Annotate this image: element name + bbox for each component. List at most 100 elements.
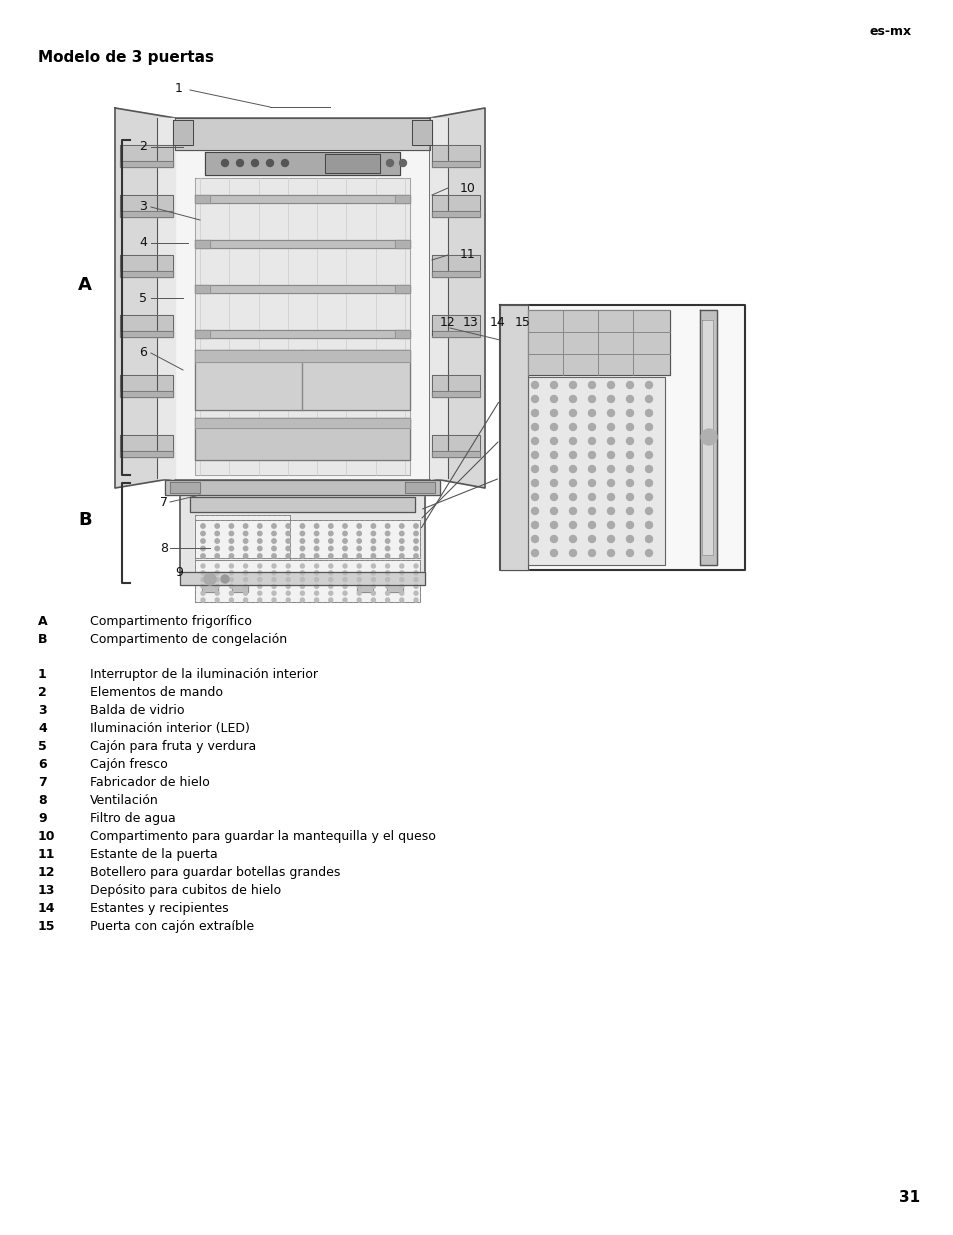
Polygon shape xyxy=(701,320,712,555)
Polygon shape xyxy=(194,240,210,248)
Polygon shape xyxy=(432,391,479,396)
Circle shape xyxy=(200,531,205,536)
Circle shape xyxy=(201,564,205,568)
Circle shape xyxy=(626,410,633,416)
Circle shape xyxy=(399,553,403,558)
Circle shape xyxy=(356,546,361,551)
Circle shape xyxy=(414,578,417,582)
Text: 2: 2 xyxy=(139,141,147,153)
Circle shape xyxy=(588,550,595,557)
Circle shape xyxy=(272,546,276,551)
Circle shape xyxy=(371,578,375,582)
Circle shape xyxy=(214,553,219,558)
Circle shape xyxy=(314,592,318,595)
Circle shape xyxy=(385,546,390,551)
Circle shape xyxy=(286,584,290,588)
Circle shape xyxy=(356,553,361,558)
Circle shape xyxy=(569,395,576,403)
Polygon shape xyxy=(387,585,402,592)
Circle shape xyxy=(356,531,361,536)
Circle shape xyxy=(569,452,576,458)
Polygon shape xyxy=(527,377,664,564)
Circle shape xyxy=(243,578,248,582)
Circle shape xyxy=(314,538,318,543)
Circle shape xyxy=(229,578,233,582)
Text: 15: 15 xyxy=(38,920,55,932)
Polygon shape xyxy=(194,520,419,558)
Polygon shape xyxy=(395,195,410,203)
Circle shape xyxy=(272,578,275,582)
Circle shape xyxy=(286,531,290,536)
Circle shape xyxy=(607,494,614,500)
Circle shape xyxy=(531,466,537,473)
Circle shape xyxy=(607,536,614,542)
Polygon shape xyxy=(432,144,479,167)
Circle shape xyxy=(286,546,290,551)
Text: 5: 5 xyxy=(139,291,147,305)
Polygon shape xyxy=(430,119,448,478)
Polygon shape xyxy=(170,482,200,493)
Circle shape xyxy=(607,521,614,529)
Polygon shape xyxy=(395,285,410,293)
Text: Balda de vidrio: Balda de vidrio xyxy=(90,704,184,718)
Circle shape xyxy=(550,479,557,487)
Circle shape xyxy=(371,564,375,568)
Circle shape xyxy=(414,546,417,551)
Circle shape xyxy=(257,524,262,529)
Circle shape xyxy=(342,546,347,551)
Circle shape xyxy=(399,524,403,529)
Circle shape xyxy=(550,508,557,515)
Circle shape xyxy=(588,424,595,431)
Circle shape xyxy=(414,524,417,529)
Circle shape xyxy=(286,564,290,568)
Polygon shape xyxy=(395,240,410,248)
Circle shape xyxy=(588,536,595,542)
Circle shape xyxy=(243,564,248,568)
Circle shape xyxy=(626,437,633,445)
Text: Compartimento para guardar la mantequilla y el queso: Compartimento para guardar la mantequill… xyxy=(90,830,436,844)
Polygon shape xyxy=(194,285,210,293)
Circle shape xyxy=(531,521,537,529)
Circle shape xyxy=(569,479,576,487)
Circle shape xyxy=(328,531,333,536)
Circle shape xyxy=(588,466,595,473)
Circle shape xyxy=(343,564,347,568)
Text: A: A xyxy=(78,275,91,294)
Circle shape xyxy=(645,536,652,542)
Text: 9: 9 xyxy=(38,811,47,825)
Circle shape xyxy=(385,571,389,574)
Circle shape xyxy=(385,538,390,543)
Polygon shape xyxy=(194,330,410,338)
Polygon shape xyxy=(432,270,479,277)
Text: Depósito para cubitos de hielo: Depósito para cubitos de hielo xyxy=(90,884,281,897)
Circle shape xyxy=(569,410,576,416)
Circle shape xyxy=(257,538,262,543)
Circle shape xyxy=(645,466,652,473)
Circle shape xyxy=(399,592,403,595)
Circle shape xyxy=(569,494,576,500)
Circle shape xyxy=(343,578,347,582)
Text: 15: 15 xyxy=(515,316,530,330)
Text: 10: 10 xyxy=(459,182,476,194)
Circle shape xyxy=(204,573,215,585)
Circle shape xyxy=(201,592,205,595)
Circle shape xyxy=(588,494,595,500)
Circle shape xyxy=(257,531,262,536)
Circle shape xyxy=(569,536,576,542)
Polygon shape xyxy=(194,330,210,338)
Circle shape xyxy=(607,410,614,416)
Circle shape xyxy=(314,564,318,568)
Circle shape xyxy=(215,598,219,601)
Circle shape xyxy=(281,159,288,167)
Circle shape xyxy=(626,452,633,458)
Text: Cajón para fruta y verdura: Cajón para fruta y verdura xyxy=(90,740,256,753)
Circle shape xyxy=(243,571,248,574)
Text: 14: 14 xyxy=(490,316,505,330)
Circle shape xyxy=(607,550,614,557)
Circle shape xyxy=(645,395,652,403)
Circle shape xyxy=(243,592,248,595)
Circle shape xyxy=(201,584,205,588)
Circle shape xyxy=(371,571,375,574)
Polygon shape xyxy=(432,211,479,217)
Circle shape xyxy=(343,571,347,574)
